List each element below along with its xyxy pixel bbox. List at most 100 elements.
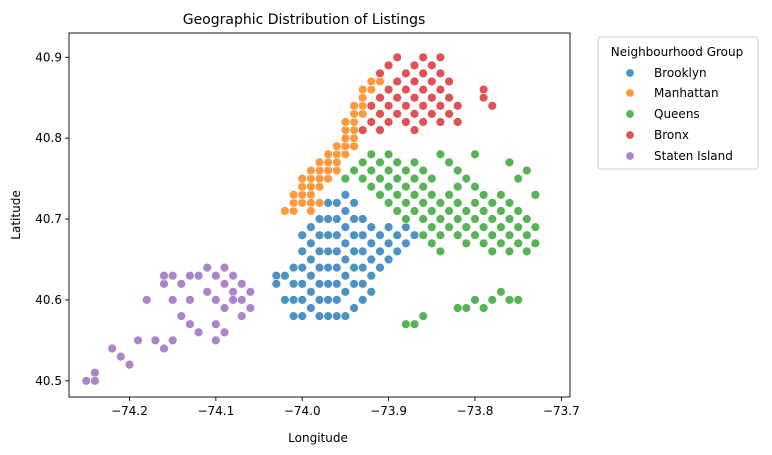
- point-staten-island-38: [211, 335, 221, 346]
- point-queens-36: [435, 246, 446, 257]
- point-brooklyn-77: [401, 238, 411, 249]
- point-queens-59: [478, 238, 489, 249]
- point-queens-11: [383, 182, 394, 192]
- point-brooklyn-57: [349, 198, 359, 208]
- point-manhattan-6: [297, 182, 307, 192]
- point-queens-21: [401, 165, 411, 176]
- point-queens-79: [513, 173, 523, 184]
- point-bronx-23: [409, 60, 420, 71]
- point-bronx-20: [409, 109, 420, 119]
- y-axis: 40.5 40.6 40.7 40.8 40.9: [35, 50, 69, 388]
- point-brooklyn-0: [271, 271, 281, 281]
- point-brooklyn-41: [332, 214, 342, 224]
- point-queens-27: [418, 214, 428, 224]
- point-staten-island-3: [107, 343, 117, 354]
- point-manhattan-13: [314, 165, 325, 176]
- point-brooklyn-59: [358, 279, 368, 289]
- point-staten-island-26: [219, 279, 230, 289]
- point-manhattan-32: [340, 117, 351, 127]
- point-brooklyn-33: [323, 214, 333, 224]
- point-brooklyn-78: [401, 222, 411, 232]
- point-manhattan-37: [358, 92, 368, 103]
- point-manhattan-29: [340, 125, 351, 135]
- point-queens-88: [409, 319, 420, 329]
- point-manhattan-34: [349, 109, 359, 119]
- point-queens-75: [504, 157, 515, 168]
- point-staten-island-8: [150, 335, 161, 346]
- point-queens-67: [496, 238, 506, 249]
- legend-marker-staten-island: [625, 151, 635, 161]
- x-tick-label-4: −73.8: [457, 404, 494, 418]
- plot-frame: [68, 32, 571, 398]
- point-brooklyn-35: [332, 311, 342, 321]
- point-brooklyn-5: [288, 295, 299, 305]
- point-queens-13: [383, 149, 394, 160]
- point-bronx-21: [409, 92, 420, 103]
- point-manhattan-44: [306, 206, 316, 216]
- point-queens-37: [435, 230, 446, 240]
- legend-label-brooklyn: Brooklyn: [654, 66, 707, 80]
- point-bronx-28: [418, 52, 428, 62]
- y-tick-label-2: 40.7: [35, 212, 62, 226]
- point-brooklyn-62: [358, 230, 368, 240]
- point-brooklyn-23: [314, 262, 325, 273]
- point-brooklyn-50: [340, 190, 351, 200]
- point-queens-15: [392, 190, 402, 200]
- point-brooklyn-65: [366, 271, 376, 281]
- point-bronx-18: [401, 68, 411, 79]
- point-staten-island-22: [202, 262, 212, 273]
- x-axis-label: Longitude: [288, 431, 348, 445]
- point-queens-60: [478, 222, 489, 232]
- point-brooklyn-67: [366, 238, 376, 249]
- point-brooklyn-56: [349, 214, 359, 224]
- point-staten-island-20: [193, 327, 204, 337]
- chart-title: Geographic Distribution of Listings: [183, 12, 426, 28]
- point-queens-31: [427, 238, 437, 249]
- point-queens-12: [383, 165, 394, 176]
- point-queens-62: [478, 190, 489, 200]
- point-queens-39: [435, 198, 446, 208]
- legend-label-bronx: Bronx: [654, 128, 689, 142]
- point-queens-34: [427, 190, 437, 200]
- point-queens-68: [496, 222, 506, 232]
- point-queens-58: [470, 149, 480, 160]
- legend: Neighbourhood Group Brooklyn Manhattan Q…: [597, 36, 759, 170]
- legend-box: [597, 36, 759, 170]
- point-queens-1: [349, 165, 359, 176]
- x-tick-label-1: −74.1: [197, 404, 234, 418]
- point-bronx-35: [435, 84, 446, 95]
- point-brooklyn-39: [332, 246, 342, 257]
- point-queens-2: [358, 173, 368, 184]
- legend-entry-staten-island: Staten Island: [625, 149, 733, 163]
- point-staten-island-36: [245, 303, 256, 313]
- point-manhattan-4: [297, 190, 307, 200]
- point-brooklyn-74: [383, 222, 394, 232]
- y-tick-label-3: 40.8: [35, 131, 62, 145]
- point-brooklyn-60: [358, 262, 368, 273]
- point-manhattan-35: [358, 101, 368, 111]
- point-queens-30: [418, 165, 428, 176]
- point-queens-0: [340, 173, 351, 184]
- point-brooklyn-53: [349, 262, 359, 273]
- point-queens-76: [513, 238, 523, 249]
- point-brooklyn-16: [306, 271, 316, 281]
- point-bronx-9: [383, 84, 394, 95]
- point-queens-83: [522, 165, 532, 176]
- point-brooklyn-10: [297, 279, 307, 289]
- point-queens-96: [504, 295, 515, 305]
- legend-entry-bronx: Bronx: [625, 128, 689, 142]
- point-brooklyn-66: [366, 254, 376, 265]
- point-staten-island-1: [90, 368, 100, 378]
- point-queens-52: [461, 206, 471, 216]
- point-queens-74: [504, 198, 515, 208]
- point-staten-island-28: [219, 303, 230, 313]
- point-brooklyn-18: [306, 238, 316, 249]
- point-brooklyn-75: [392, 246, 402, 257]
- point-bronx-36: [435, 68, 446, 79]
- point-brooklyn-46: [340, 254, 351, 265]
- point-queens-14: [392, 206, 402, 216]
- x-tick-label-0: −74.2: [111, 404, 148, 418]
- point-staten-island-15: [176, 279, 187, 289]
- point-bronx-24: [418, 117, 428, 127]
- point-manhattan-30: [349, 125, 359, 135]
